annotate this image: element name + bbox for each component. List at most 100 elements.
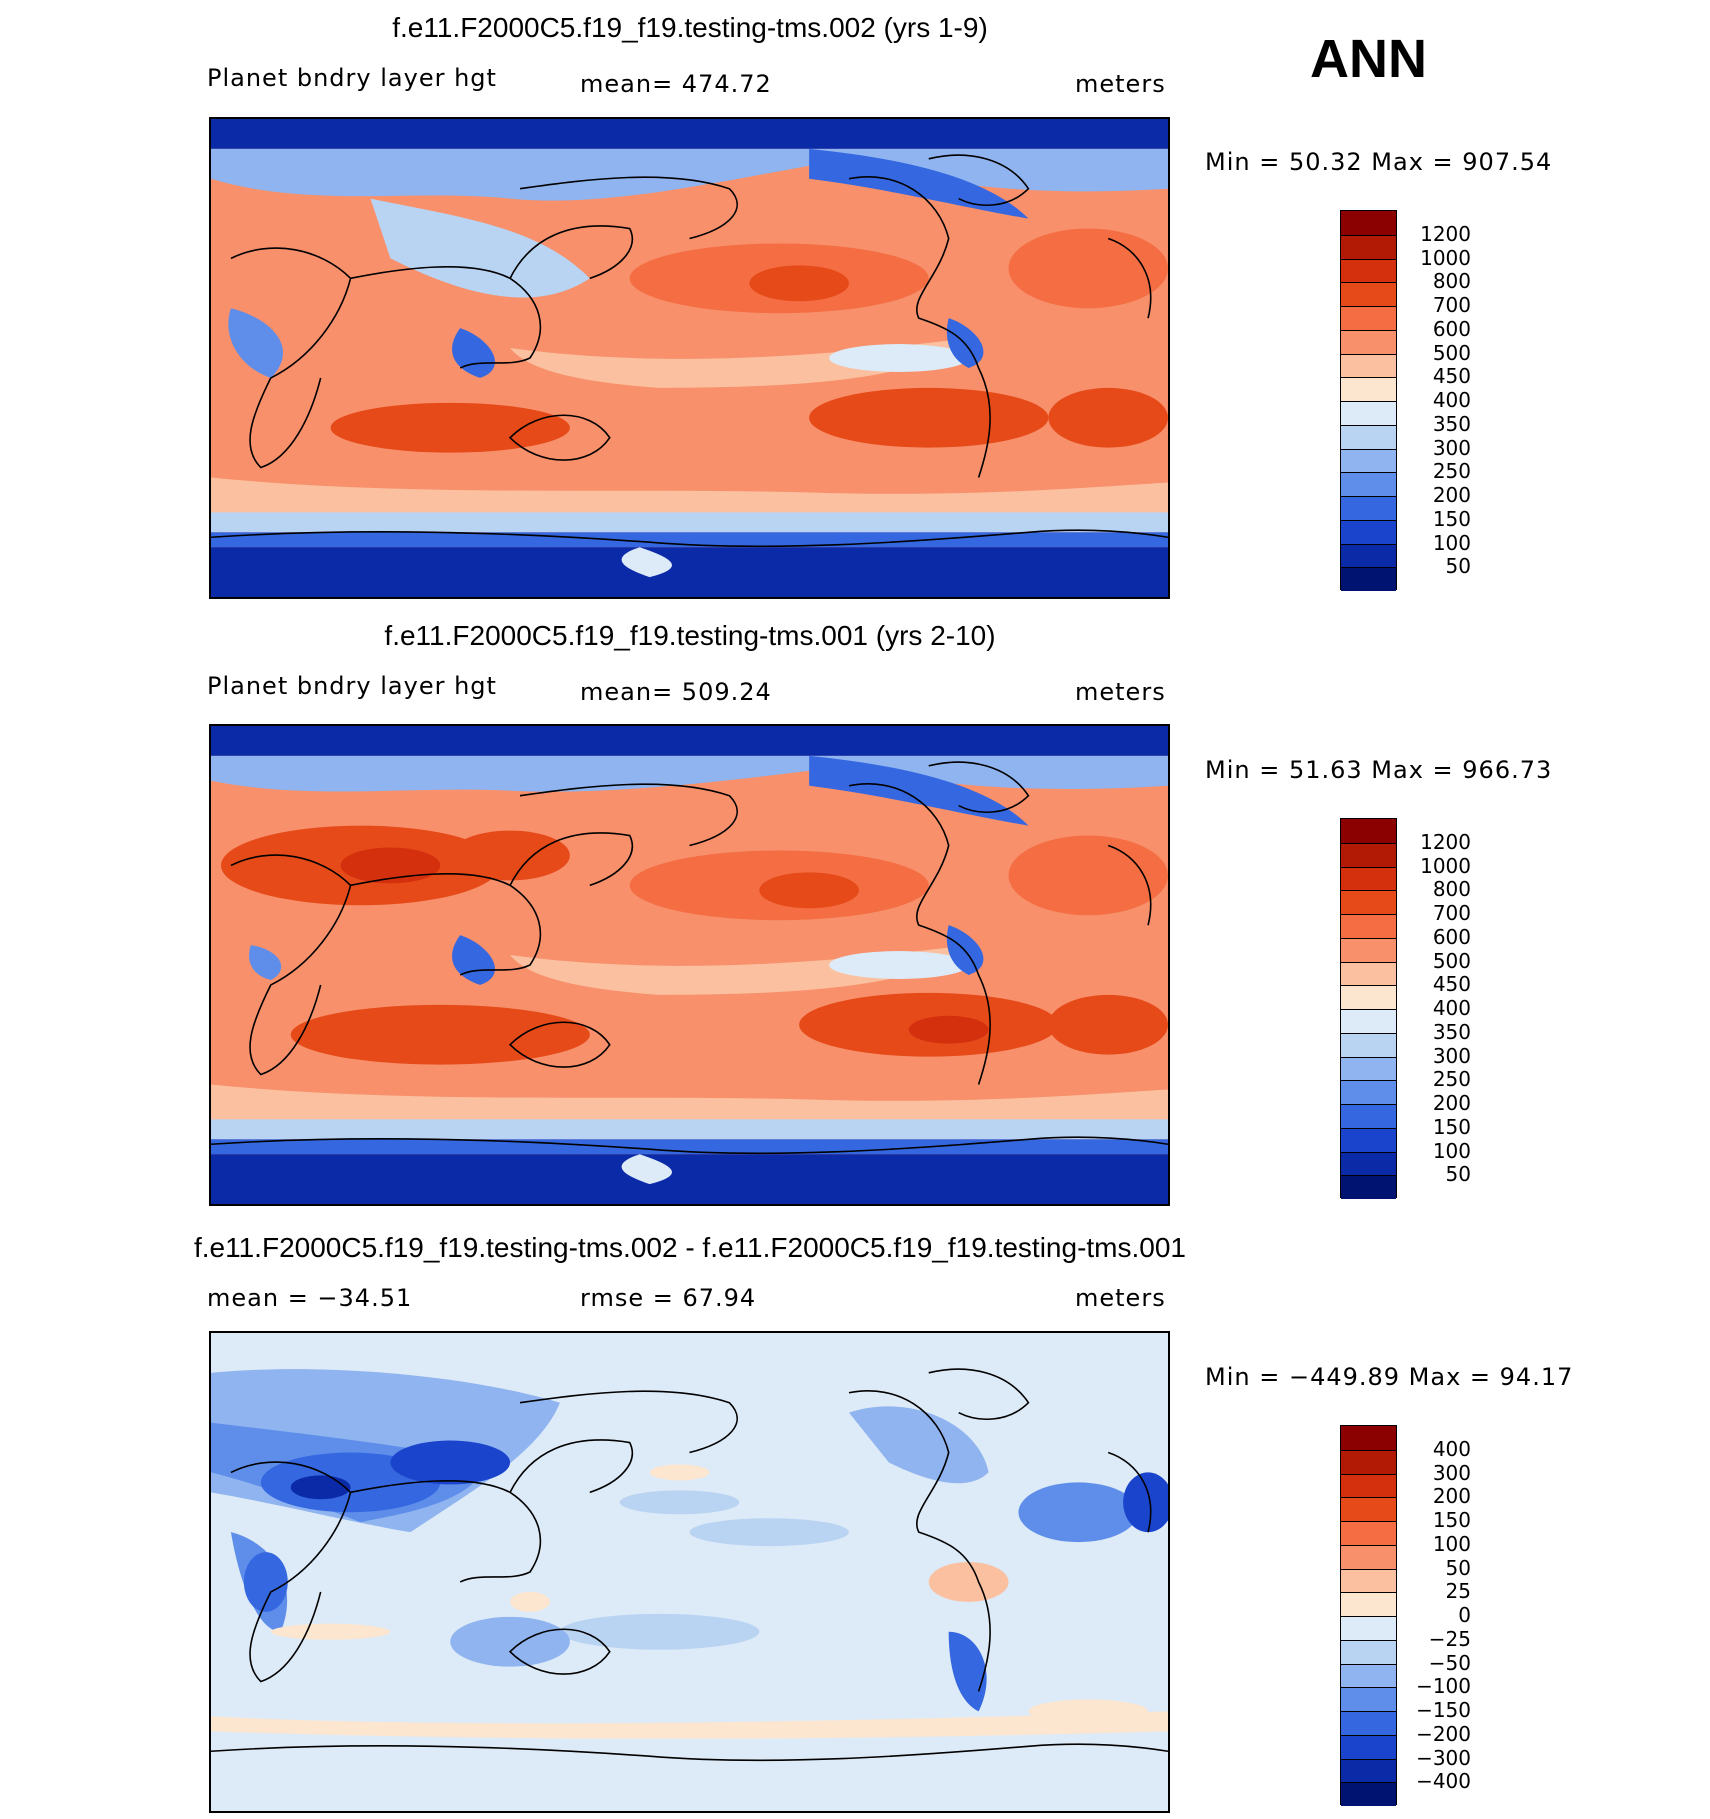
colorbar-tick-label: −200 (1416, 1721, 1471, 1746)
colorbar-tick-label: 800 (1432, 877, 1471, 902)
panel3-title: f.e11.F2000C5.f19_f19.testing-tms.002 - … (193, 1232, 1186, 1263)
colorbar-swatch (1341, 448, 1396, 473)
colorbar-swatch (1341, 842, 1396, 867)
colorbar-tick-label: 500 (1432, 340, 1471, 365)
colorbar-tick-label: 700 (1432, 901, 1471, 925)
colorbar-tick-label: 1000 (1420, 245, 1471, 270)
colorbar-tick-label: 50 (1445, 1162, 1471, 1187)
colorbar-swatch (1341, 1449, 1396, 1474)
colorbar-swatch (1341, 496, 1396, 520)
colorbar-swatch (1341, 1056, 1396, 1081)
panel3-rmse-label: rmse = 67.94 (580, 1284, 757, 1312)
colorbar-swatch (1341, 1711, 1396, 1735)
colorbar-swatch (1341, 1127, 1396, 1152)
panel1-colorbar (1340, 210, 1397, 591)
colorbar-tick-label: 450 (1432, 972, 1471, 997)
colorbar-tick-label: −25 (1428, 1626, 1471, 1651)
panel2-map (209, 724, 1170, 1206)
colorbar-swatch (1341, 1639, 1396, 1664)
colorbar-tick-label: 200 (1432, 1484, 1471, 1509)
colorbar-swatch (1341, 211, 1396, 235)
colorbar-swatch (1341, 1758, 1396, 1783)
colorbar-swatch (1341, 1080, 1396, 1104)
colorbar-swatch (1341, 329, 1396, 354)
colorbar-tick-label: −100 (1416, 1674, 1471, 1699)
colorbar-swatch (1341, 1104, 1396, 1128)
colorbar-tick-label: 450 (1432, 364, 1471, 389)
colorbar-tick-label: 350 (1432, 1019, 1471, 1044)
colorbar-swatch (1341, 819, 1396, 843)
colorbar-swatch (1341, 937, 1396, 962)
colorbar-swatch (1341, 1616, 1396, 1640)
colorbar-swatch (1341, 1687, 1396, 1711)
panel2-field-plot (211, 726, 1168, 1204)
colorbar-tick-label: 1200 (1420, 221, 1471, 246)
colorbar-swatch (1341, 1592, 1396, 1616)
panel1-title: f.e11.F2000C5.f19_f19.testing-tms.002 (y… (392, 12, 988, 43)
colorbar-swatch (1341, 377, 1396, 401)
colorbar-swatch (1341, 914, 1396, 938)
colorbar-tick-label: −150 (1416, 1698, 1471, 1722)
colorbar-swatch (1341, 1009, 1396, 1033)
panel1-variable-label: Planet bndry layer hgt (207, 64, 497, 92)
panel3-colorbar (1340, 1425, 1397, 1806)
panel2-variable-label: Planet bndry layer hgt (207, 672, 497, 700)
panel3-field-plot (211, 1333, 1168, 1811)
colorbar-tick-label: 800 (1432, 269, 1471, 294)
panel3-mean-label: mean = −34.51 (207, 1284, 413, 1312)
colorbar-tick-label: 150 (1432, 1508, 1471, 1532)
colorbar-swatch (1341, 519, 1396, 544)
colorbar-tick-label: 0 (1458, 1603, 1471, 1627)
colorbar-tick-label: 500 (1432, 948, 1471, 973)
colorbar-swatch (1341, 1426, 1396, 1450)
season-label: ANN (1310, 29, 1427, 89)
colorbar-swatch (1341, 1544, 1396, 1569)
colorbar-swatch (1341, 866, 1396, 891)
panel1-minmax-label: Min = 50.32 Max = 907.54 (1205, 148, 1553, 176)
colorbar-swatch (1341, 1734, 1396, 1759)
colorbar-tick-label: 250 (1432, 1067, 1471, 1092)
colorbar-swatch (1341, 1782, 1396, 1806)
colorbar-swatch (1341, 353, 1396, 378)
colorbar-swatch (1341, 1497, 1396, 1521)
colorbar-swatch (1341, 1521, 1396, 1545)
colorbar-tick-label: 200 (1432, 483, 1471, 507)
panel1-field-plot (211, 119, 1168, 597)
colorbar-tick-label: 100 (1432, 1138, 1471, 1163)
colorbar-tick-label: 150 (1432, 506, 1471, 531)
panel2-title: f.e11.F2000C5.f19_f19.testing-tms.001 (y… (384, 620, 996, 651)
colorbar-swatch (1341, 1175, 1396, 1199)
colorbar-swatch (1341, 282, 1396, 306)
colorbar-tick-label: 25 (1445, 1579, 1471, 1604)
colorbar-tick-label: 200 (1432, 1091, 1471, 1115)
colorbar-tick-label: 300 (1432, 1460, 1471, 1485)
colorbar-swatch (1341, 234, 1396, 259)
colorbar-tick-label: 600 (1432, 316, 1471, 341)
colorbar-swatch (1341, 1032, 1396, 1057)
colorbar-swatch (1341, 258, 1396, 283)
colorbar-tick-label: 400 (1432, 996, 1471, 1020)
colorbar-tick-label: −400 (1416, 1769, 1471, 1794)
colorbar-swatch (1341, 1473, 1396, 1498)
colorbar-swatch (1341, 306, 1396, 330)
colorbar-swatch (1341, 1568, 1396, 1593)
colorbar-tick-label: 350 (1432, 411, 1471, 436)
colorbar-swatch (1341, 401, 1396, 425)
colorbar-tick-label: −50 (1428, 1650, 1471, 1675)
colorbar-swatch (1341, 1151, 1396, 1176)
colorbar-tick-label: 300 (1432, 435, 1471, 460)
panel1-map (209, 117, 1170, 599)
colorbar-tick-label: −300 (1416, 1745, 1471, 1770)
colorbar-swatch (1341, 543, 1396, 568)
colorbar-tick-label: 1200 (1420, 829, 1471, 854)
colorbar-tick-label: 300 (1432, 1043, 1471, 1068)
panel3-units-label: meters (1075, 1284, 1166, 1312)
colorbar-tick-label: 700 (1432, 293, 1471, 317)
colorbar-tick-label: 400 (1432, 388, 1471, 412)
colorbar-tick-label: 600 (1432, 924, 1471, 949)
colorbar-tick-label: 400 (1432, 1436, 1471, 1461)
colorbar-tick-label: 150 (1432, 1114, 1471, 1139)
panel2-units-label: meters (1075, 678, 1166, 706)
panel1-units-label: meters (1075, 70, 1166, 98)
colorbar-swatch (1341, 1663, 1396, 1688)
